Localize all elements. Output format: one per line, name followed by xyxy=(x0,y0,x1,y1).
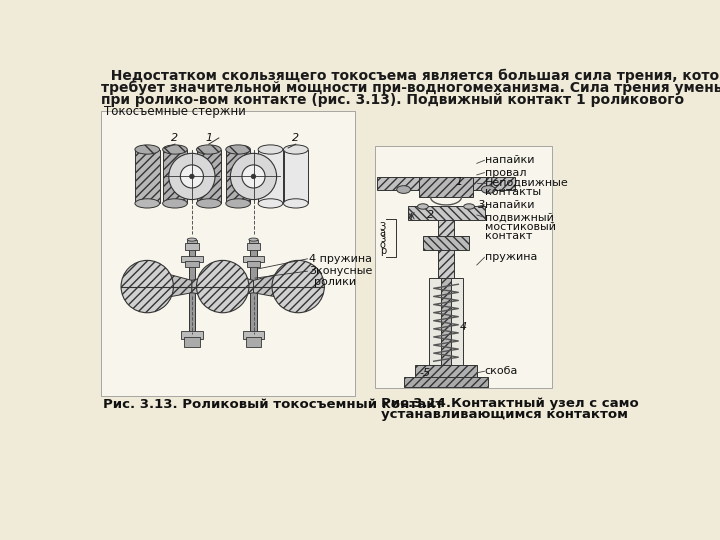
Text: устанавливающимся контактом: устанавливающимся контактом xyxy=(381,408,628,421)
Ellipse shape xyxy=(242,165,265,188)
Bar xyxy=(185,244,199,249)
Bar xyxy=(181,331,203,339)
Text: 2: 2 xyxy=(292,133,300,143)
Bar xyxy=(243,331,264,339)
Ellipse shape xyxy=(418,204,428,209)
Ellipse shape xyxy=(249,238,258,241)
Ellipse shape xyxy=(272,260,324,313)
Bar xyxy=(415,365,477,379)
Bar xyxy=(189,244,195,333)
Bar xyxy=(251,244,256,333)
Bar xyxy=(226,150,251,204)
Ellipse shape xyxy=(163,199,187,208)
Bar xyxy=(197,150,221,204)
Ellipse shape xyxy=(258,145,283,154)
Ellipse shape xyxy=(258,199,283,208)
Bar xyxy=(246,338,261,347)
Ellipse shape xyxy=(197,199,221,208)
Text: пружина: пружина xyxy=(485,252,537,262)
Ellipse shape xyxy=(135,199,160,208)
Text: 3: 3 xyxy=(478,200,485,210)
Text: Токосъемные стержни: Токосъемные стержни xyxy=(104,105,246,118)
Bar xyxy=(408,206,485,220)
Bar xyxy=(438,220,454,280)
Ellipse shape xyxy=(135,145,160,154)
Polygon shape xyxy=(224,273,253,298)
Bar xyxy=(185,261,199,267)
Text: мостиковый: мостиковый xyxy=(485,221,556,232)
Ellipse shape xyxy=(226,199,251,208)
Bar xyxy=(473,177,516,190)
Bar xyxy=(249,240,258,244)
Ellipse shape xyxy=(180,165,204,188)
Polygon shape xyxy=(163,273,192,298)
Bar xyxy=(419,177,473,197)
Text: контакты: контакты xyxy=(485,187,541,197)
Ellipse shape xyxy=(197,260,249,313)
Text: -5: -5 xyxy=(419,368,430,378)
Text: ролики: ролики xyxy=(314,277,356,287)
Text: требует значительной мощности при-водногомеханизма. Сила трения уменьшается: требует значительной мощности при-водног… xyxy=(101,81,720,95)
Bar xyxy=(246,244,261,249)
Text: Рис. 3.13. Роликовый токосъемный контакт: Рис. 3.13. Роликовый токосъемный контакт xyxy=(102,398,443,411)
Text: Недостатком скользящего токосъема является большая сила трения, которая: Недостатком скользящего токосъема являет… xyxy=(101,69,720,83)
Text: Рис.3.14.Контактный узел с само: Рис.3.14.Контактный узел с само xyxy=(381,397,639,410)
Bar xyxy=(163,150,187,204)
Text: провал: провал xyxy=(485,167,526,178)
Ellipse shape xyxy=(251,174,256,179)
Text: скоба: скоба xyxy=(485,366,518,376)
Bar xyxy=(187,240,197,244)
Text: а: а xyxy=(380,228,386,238)
Ellipse shape xyxy=(284,199,308,208)
Text: напайки: напайки xyxy=(485,156,534,165)
Text: 2: 2 xyxy=(171,133,179,143)
Bar xyxy=(423,236,469,249)
Text: з: з xyxy=(380,234,385,244)
Ellipse shape xyxy=(464,204,474,209)
Ellipse shape xyxy=(397,186,410,193)
Bar xyxy=(135,150,160,204)
Bar xyxy=(184,338,199,347)
Bar xyxy=(404,377,488,387)
Bar xyxy=(375,146,552,388)
Ellipse shape xyxy=(226,145,251,154)
Text: при ролико-вом контакте (рис. 3.13). Подвижный контакт 1 роликового: при ролико-вом контакте (рис. 3.13). Под… xyxy=(101,93,684,107)
Text: о: о xyxy=(380,240,386,250)
Ellipse shape xyxy=(230,153,276,200)
Bar xyxy=(181,256,203,262)
Polygon shape xyxy=(253,273,283,298)
Text: 4: 4 xyxy=(460,322,467,332)
Ellipse shape xyxy=(187,238,197,241)
Ellipse shape xyxy=(163,145,187,154)
Ellipse shape xyxy=(482,186,495,193)
Bar xyxy=(243,256,264,262)
Bar xyxy=(441,278,451,367)
Ellipse shape xyxy=(121,260,174,313)
Text: подвижный: подвижный xyxy=(485,212,554,222)
Bar xyxy=(284,150,308,204)
Text: 2: 2 xyxy=(427,210,434,220)
Polygon shape xyxy=(192,273,221,298)
Ellipse shape xyxy=(189,174,194,179)
Text: контакт: контакт xyxy=(485,231,532,241)
Bar xyxy=(429,278,463,367)
Text: 1: 1 xyxy=(205,133,212,143)
Ellipse shape xyxy=(197,145,221,154)
Text: р: р xyxy=(379,246,386,256)
Text: напайки: напайки xyxy=(485,200,534,210)
Text: З: З xyxy=(379,221,386,232)
Bar xyxy=(258,150,283,204)
Ellipse shape xyxy=(168,153,215,200)
Bar xyxy=(377,177,419,190)
Text: Неподвижные: Неподвижные xyxy=(485,178,568,187)
Ellipse shape xyxy=(284,145,308,154)
Bar xyxy=(246,261,261,267)
Bar xyxy=(101,111,355,396)
Text: 1: 1 xyxy=(455,177,462,187)
Text: 3конусные: 3конусные xyxy=(309,266,372,276)
Text: 4 пружина: 4 пружина xyxy=(309,254,372,264)
